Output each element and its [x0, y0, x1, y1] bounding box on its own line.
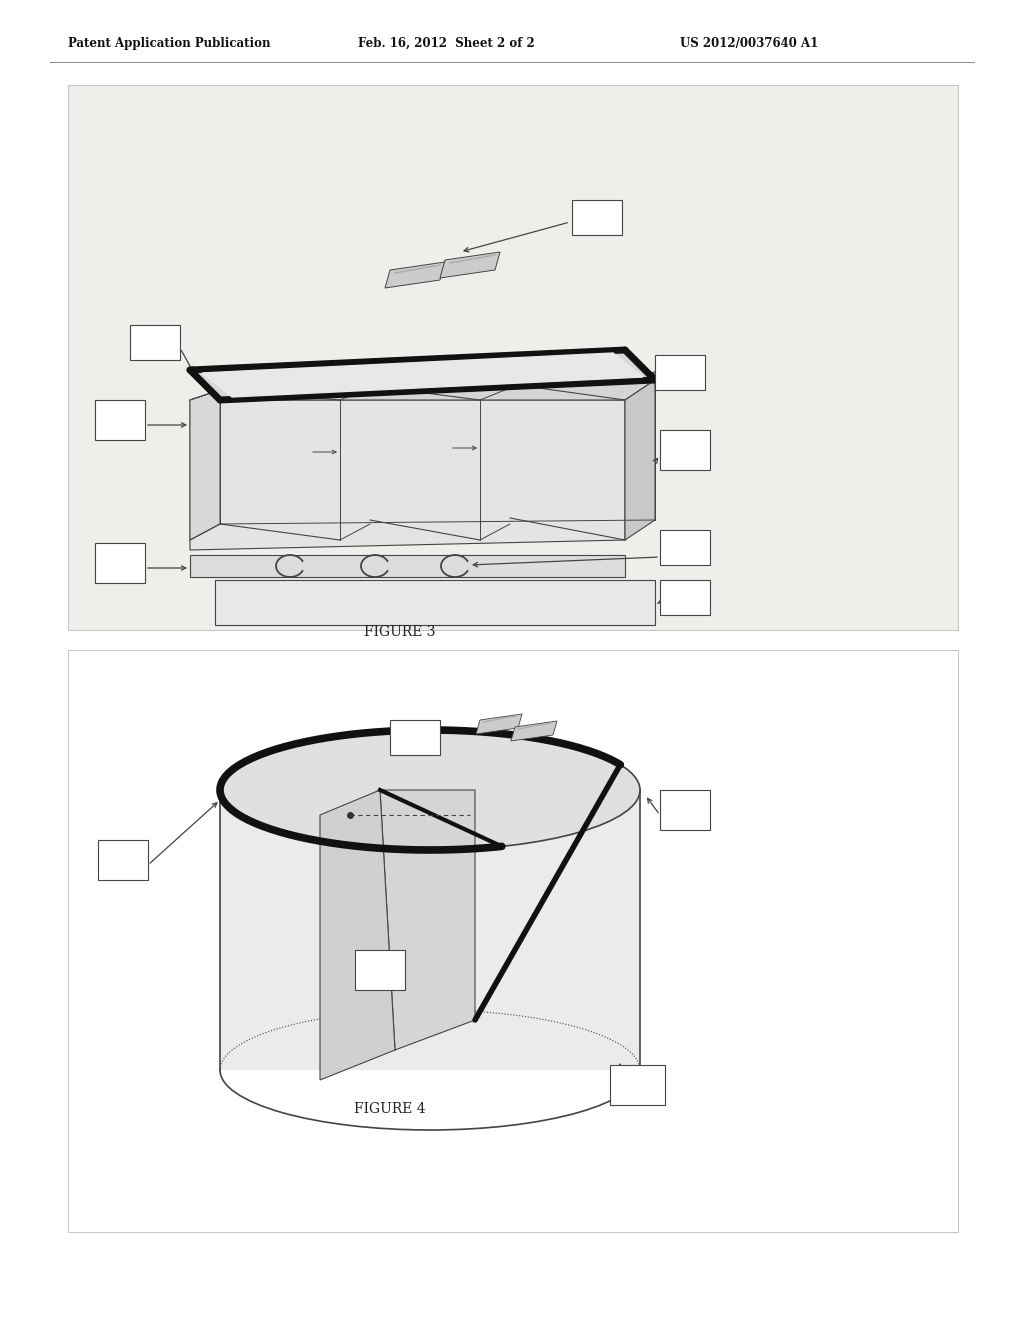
Bar — [190, 554, 625, 577]
Polygon shape — [511, 721, 557, 741]
Polygon shape — [202, 352, 643, 397]
Bar — [98, 840, 148, 880]
Text: 13: 13 — [589, 211, 605, 224]
Bar — [655, 355, 705, 389]
Polygon shape — [190, 350, 655, 400]
Bar — [68, 84, 958, 630]
Text: 20: 20 — [677, 591, 693, 605]
Bar — [660, 531, 710, 565]
Bar — [95, 543, 145, 583]
Bar — [572, 201, 622, 235]
Text: 25: 25 — [629, 1078, 646, 1092]
Text: 18: 18 — [112, 557, 128, 569]
Text: 15: 15 — [672, 366, 688, 379]
Text: 21: 21 — [407, 731, 423, 744]
Polygon shape — [385, 261, 445, 288]
Text: 17: 17 — [677, 444, 693, 457]
Bar — [610, 1065, 665, 1105]
Bar — [95, 400, 145, 440]
Polygon shape — [625, 380, 655, 540]
Text: 14: 14 — [146, 337, 164, 348]
Text: FIGURE 4: FIGURE 4 — [354, 1102, 426, 1115]
Text: 16: 16 — [112, 413, 128, 426]
Bar — [130, 325, 180, 360]
Text: Patent Application Publication: Patent Application Publication — [68, 37, 270, 49]
Polygon shape — [190, 400, 625, 550]
Text: 24: 24 — [372, 964, 388, 977]
Text: 22: 22 — [677, 804, 693, 817]
Text: Feb. 16, 2012  Sheet 2 of 2: Feb. 16, 2012 Sheet 2 of 2 — [358, 37, 535, 49]
Text: US 2012/0037640 A1: US 2012/0037640 A1 — [680, 37, 818, 49]
Polygon shape — [380, 789, 475, 1049]
Bar — [68, 649, 958, 1232]
Polygon shape — [190, 389, 220, 540]
Bar — [660, 789, 710, 830]
Ellipse shape — [220, 730, 640, 850]
Polygon shape — [440, 252, 500, 279]
Polygon shape — [319, 789, 395, 1080]
Polygon shape — [190, 380, 655, 400]
Bar — [355, 950, 406, 990]
Bar — [660, 430, 710, 470]
Text: 23: 23 — [115, 854, 131, 866]
Text: 19: 19 — [677, 541, 693, 554]
Polygon shape — [476, 714, 522, 734]
Bar — [390, 719, 440, 755]
Bar — [660, 579, 710, 615]
Bar — [220, 789, 640, 1071]
Bar — [215, 579, 655, 624]
Text: FIGURE 3: FIGURE 3 — [365, 624, 436, 639]
